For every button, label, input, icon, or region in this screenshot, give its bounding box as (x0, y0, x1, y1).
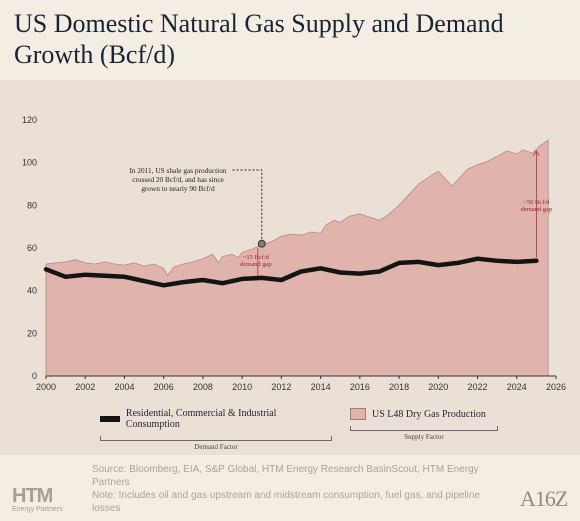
x-tick-label-10: 2020 (428, 382, 448, 392)
legend-supply: US L48 Dry Gas Production Supply Factor (350, 408, 498, 448)
callout-text: In 2011, US shale gas production crossed … (129, 166, 226, 193)
series-line-consumption (43, 256, 539, 288)
x-tick-label-1: 2002 (75, 382, 95, 392)
legend-label-consumption: Residential, Commercial & Industrial Con… (125, 408, 277, 430)
x-tick-label-3: 2006 (154, 382, 174, 392)
y-tick-label-5: 100 (22, 158, 37, 168)
y-tick-label-3: 60 (27, 243, 37, 253)
y-tick-label-0: 0 (32, 371, 37, 381)
legend-bracket-demand (100, 436, 332, 441)
x-tick-label-0: 2000 (36, 382, 56, 392)
x-tick-label-6: 2012 (271, 382, 291, 392)
callout-leader (231, 169, 263, 239)
x-tick-label-12: 2024 (507, 382, 527, 392)
series-area-production (45, 139, 549, 377)
a16z-logo: A16Z (520, 486, 568, 511)
legend-swatch-area (350, 408, 366, 420)
y-tick-label-6: 120 (22, 115, 37, 125)
x-tick-label-8: 2016 (350, 382, 370, 392)
x-tick-label-4: 2008 (193, 382, 213, 392)
footer: Source: Bloomberg, EIA, S&P Global, HTM … (92, 463, 492, 515)
htm-logo: HTM Energy Partners (12, 486, 82, 514)
x-tick-label-13: 2026 (546, 382, 566, 392)
legend-label-production: US L48 Dry Gas Production (372, 408, 486, 420)
legend-bracket-supply (350, 426, 498, 431)
y-tick-label-1: 20 (27, 328, 37, 338)
htm-logo-mark: HTM (12, 485, 53, 507)
gap-label-2011: ~15 Bcf/d demand gap (240, 254, 272, 268)
legend-demand: Residential, Commercial & Industrial Con… (100, 408, 332, 451)
methodology-note: Note: Includes oil and gas upstream and … (92, 490, 481, 514)
legend-group-supply: Supply Factor (404, 433, 444, 441)
gap-label-2025: ~50 Bcf/d demand gap (521, 199, 553, 213)
y-tick-label-2: 40 (27, 286, 37, 296)
source-note: Source: Bloomberg, EIA, S&P Global, HTM … (92, 464, 479, 488)
legend-swatch-line (100, 416, 120, 422)
gap-arrowhead-2025 (533, 150, 540, 157)
x-tick-label-9: 2018 (389, 382, 409, 392)
y-tick-label-4: 80 (27, 200, 37, 210)
htm-logo-subtitle: Energy Partners (12, 506, 63, 513)
x-tick-label-2: 2004 (114, 382, 134, 392)
x-tick-label-5: 2010 (232, 382, 252, 392)
x-tick-label-11: 2022 (468, 382, 488, 392)
legend-group-demand: Demand Factor (194, 443, 238, 451)
callout-marker (257, 239, 266, 248)
chart-title: US Domestic Natural Gas Supply and Deman… (14, 9, 504, 69)
x-tick-label-7: 2014 (311, 382, 331, 392)
